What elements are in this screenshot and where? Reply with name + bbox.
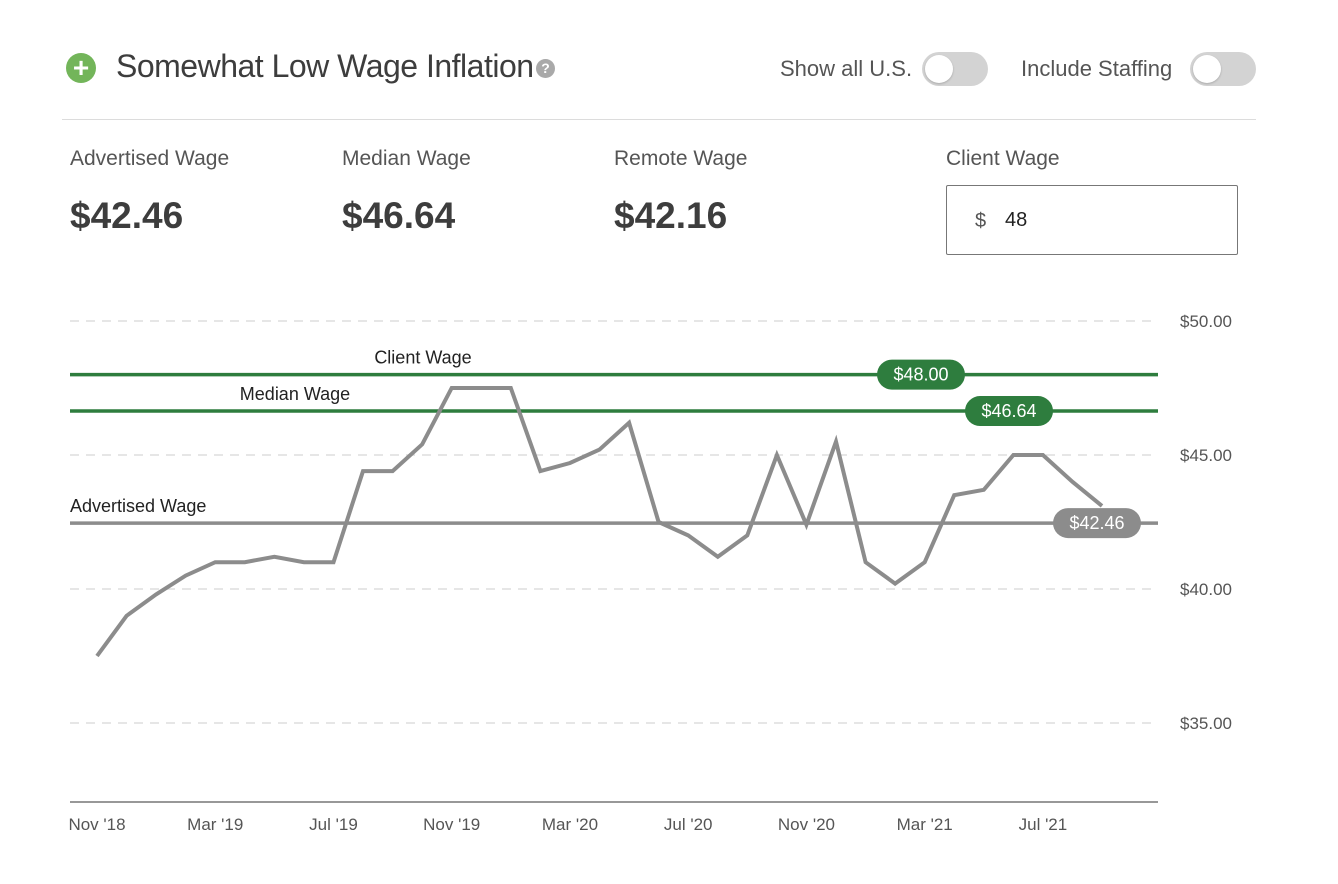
page-title: Somewhat Low Wage Inflation xyxy=(116,48,534,84)
header-divider xyxy=(62,119,1256,120)
y-tick-label: $35.00 xyxy=(1180,714,1232,733)
plus-icon[interactable]: + xyxy=(66,53,96,83)
client-wage-input[interactable] xyxy=(1005,206,1205,234)
x-tick-label: Nov '18 xyxy=(68,815,125,834)
x-tick-label: Jul '20 xyxy=(664,815,713,834)
value-badge xyxy=(877,359,965,390)
toggle-knob xyxy=(925,55,953,83)
x-tick-label: Nov '19 xyxy=(423,815,480,834)
include-staffing-label: Include Staffing xyxy=(1021,56,1173,81)
remote-wage-value: $42.16 xyxy=(614,195,728,236)
x-tick-label: Jul '21 xyxy=(1019,815,1068,834)
remote-wage-label: Remote Wage xyxy=(614,147,748,170)
y-tick-label: $45.00 xyxy=(1180,446,1232,465)
advertised-wage-label: Advertised Wage xyxy=(70,147,230,170)
header: + Somewhat Low Wage Inflation ? Show all… xyxy=(62,44,1256,94)
advertised-wage-value: $42.46 xyxy=(70,195,184,236)
x-tick-label: Mar '21 xyxy=(897,815,953,834)
client-wage-label: Client Wage xyxy=(946,147,1060,170)
client-wage-field[interactable]: $ xyxy=(946,185,1238,255)
x-tick-label: Nov '20 xyxy=(778,815,835,834)
show-all-us-toggle[interactable] xyxy=(922,52,988,86)
reference-line-label: Median Wage xyxy=(240,384,350,404)
value-badge-label: $48.00 xyxy=(893,365,948,385)
value-badge xyxy=(1053,508,1141,539)
reference-line-label: Client Wage xyxy=(374,348,471,368)
help-icon[interactable]: ? xyxy=(536,59,555,78)
x-tick-label: Mar '19 xyxy=(187,815,243,834)
y-tick-label: $40.00 xyxy=(1180,580,1232,599)
reference-line-label: Advertised Wage xyxy=(70,496,206,516)
median-wage-label: Median Wage xyxy=(342,147,471,170)
show-all-us-label: Show all U.S. xyxy=(780,56,913,81)
advertised-wage-series-line xyxy=(95,386,1104,658)
x-tick-label: Jul '19 xyxy=(309,815,358,834)
median-wage-value: $46.64 xyxy=(342,195,456,236)
toggle-knob xyxy=(1193,55,1221,83)
value-badge-label: $46.64 xyxy=(981,401,1036,421)
x-tick-label: Mar '20 xyxy=(542,815,598,834)
y-tick-label: $50.00 xyxy=(1180,312,1232,331)
value-badge xyxy=(965,396,1053,427)
currency-symbol: $ xyxy=(975,210,987,232)
include-staffing-toggle[interactable] xyxy=(1190,52,1256,86)
value-badge-label: $42.46 xyxy=(1069,513,1124,533)
